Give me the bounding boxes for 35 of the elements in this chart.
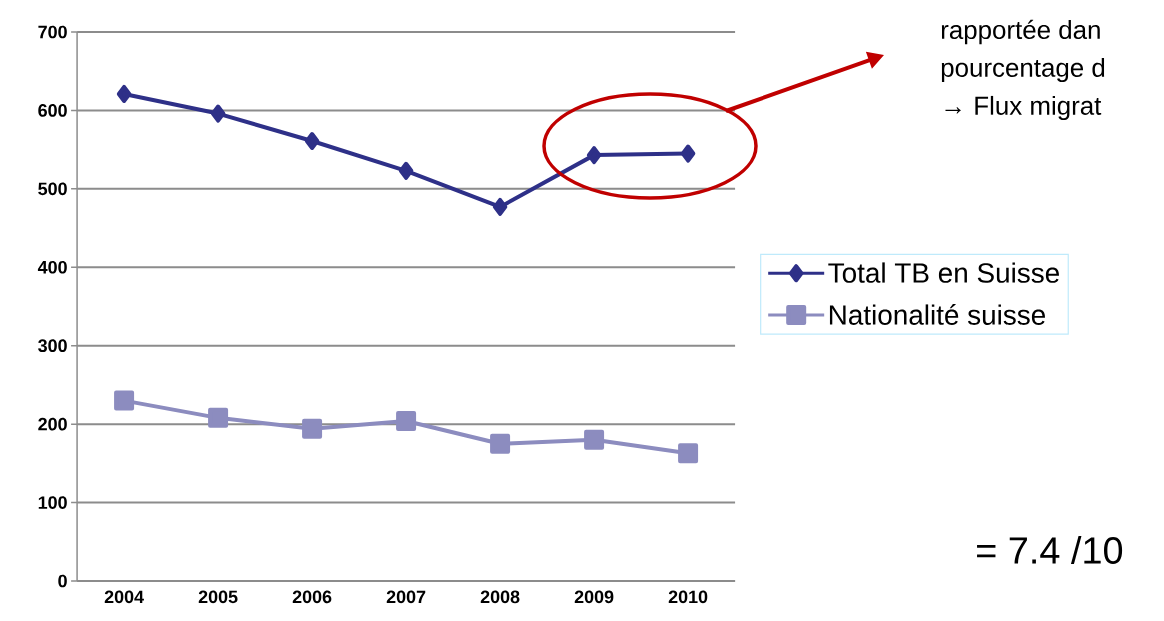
y-tick-label: 0 bbox=[58, 574, 67, 588]
x-tick-label: 2006 bbox=[292, 590, 332, 604]
text: pourcentage d bbox=[941, 57, 1105, 83]
x-tick-label: 2007 bbox=[386, 590, 426, 604]
x-tick-label: 2008 bbox=[480, 590, 520, 604]
y-tick-label: 100 bbox=[38, 496, 67, 509]
x-tick-label: 2005 bbox=[198, 590, 238, 604]
legend-label: Nationalité suisse bbox=[829, 304, 1045, 325]
y-tick-label: 700 bbox=[38, 25, 67, 39]
text: = 7.4 /10 bbox=[977, 536, 1123, 564]
text: rapportée dan bbox=[941, 19, 1100, 45]
point bbox=[490, 433, 511, 454]
point bbox=[680, 144, 696, 163]
point bbox=[398, 161, 414, 180]
point bbox=[210, 104, 226, 123]
text: → Flux migrat bbox=[945, 95, 1102, 121]
point bbox=[302, 418, 323, 439]
point bbox=[678, 443, 699, 464]
x-tick-label: 2009 bbox=[574, 590, 614, 604]
point bbox=[396, 410, 417, 431]
point bbox=[586, 146, 602, 165]
point bbox=[116, 84, 132, 103]
point bbox=[208, 407, 229, 428]
point bbox=[584, 429, 605, 450]
x-tick-label: 2010 bbox=[668, 590, 708, 604]
point bbox=[304, 132, 320, 151]
y-tick-label: 400 bbox=[37, 260, 67, 274]
point bbox=[114, 390, 135, 411]
point bbox=[492, 197, 508, 216]
y-tick-label: 200 bbox=[38, 417, 67, 431]
y-tick-label: 500 bbox=[38, 182, 67, 196]
legend-label: Total TB en Suisse bbox=[828, 262, 1059, 283]
y-tick-label: 600 bbox=[38, 104, 67, 117]
y-tick-label: 300 bbox=[38, 339, 67, 353]
x-tick-label: 2004 bbox=[104, 590, 144, 604]
